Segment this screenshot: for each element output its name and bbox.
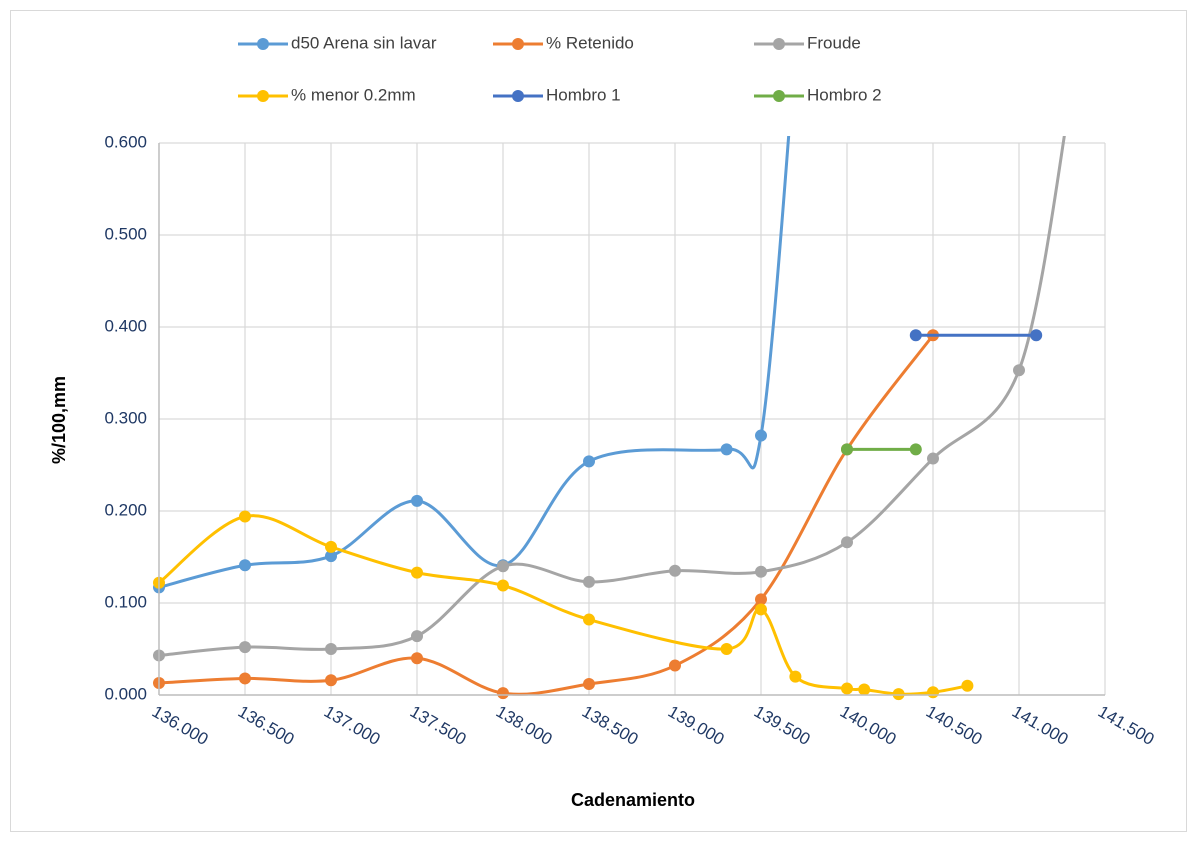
legend-marker (773, 90, 785, 102)
data-point (720, 643, 733, 655)
y-tick-label: 0.000 (104, 684, 147, 703)
y-tick-label: 0.200 (104, 500, 147, 519)
data-point (858, 683, 871, 696)
data-point (927, 686, 939, 699)
data-point (909, 443, 922, 456)
data-point (583, 455, 595, 468)
legend-marker (512, 90, 524, 102)
data-point (720, 443, 733, 456)
data-point (755, 603, 767, 616)
data-point (239, 672, 251, 685)
legend-marker (257, 90, 269, 102)
data-point (325, 643, 337, 655)
y-tick-label: 0.400 (104, 316, 147, 335)
data-point (411, 566, 423, 579)
legend-label: Froude (807, 33, 861, 52)
data-point (927, 452, 939, 465)
legend-label: Hombro 1 (546, 85, 621, 104)
series-line (158, 136, 791, 589)
data-point (583, 613, 595, 626)
data-point (1013, 364, 1025, 377)
data-point (411, 652, 423, 665)
data-point (755, 593, 767, 606)
data-point (909, 329, 922, 342)
legend-marker (257, 38, 269, 50)
series-line (158, 334, 935, 696)
data-point (755, 565, 767, 578)
legend-label: % Retenido (546, 33, 634, 52)
data-point (841, 682, 853, 695)
data-point (961, 679, 974, 692)
data-point (239, 641, 251, 654)
data-point (755, 429, 767, 442)
legend-label: Hombro 2 (807, 85, 882, 104)
data-point (325, 674, 337, 687)
data-point (411, 630, 423, 643)
data-point (669, 659, 681, 672)
data-point (669, 564, 681, 577)
y-tick-label: 0.300 (104, 408, 147, 427)
data-point (497, 579, 509, 592)
data-point (497, 560, 509, 573)
x-axis-title: Cadenamiento (571, 790, 695, 810)
data-point (497, 687, 509, 700)
legend-label: % menor 0.2mm (291, 85, 416, 104)
data-point (1030, 329, 1043, 342)
data-point (789, 670, 802, 683)
data-point (411, 494, 423, 507)
legend-marker (773, 38, 785, 50)
data-point (325, 540, 337, 553)
data-point (583, 677, 595, 690)
data-point (841, 536, 853, 549)
data-point (239, 510, 251, 523)
legend-marker (512, 38, 524, 50)
data-point (239, 559, 251, 572)
y-axis-title: %/100,mm (49, 376, 69, 464)
y-tick-label: 0.100 (104, 592, 147, 611)
y-tick-label: 0.500 (104, 224, 147, 243)
data-point (892, 688, 905, 701)
data-point (841, 443, 853, 456)
legend-label: d50 Arena sin lavar (291, 33, 437, 52)
y-tick-label: 0.600 (104, 132, 147, 151)
data-point (583, 575, 595, 588)
data-point (325, 550, 337, 563)
